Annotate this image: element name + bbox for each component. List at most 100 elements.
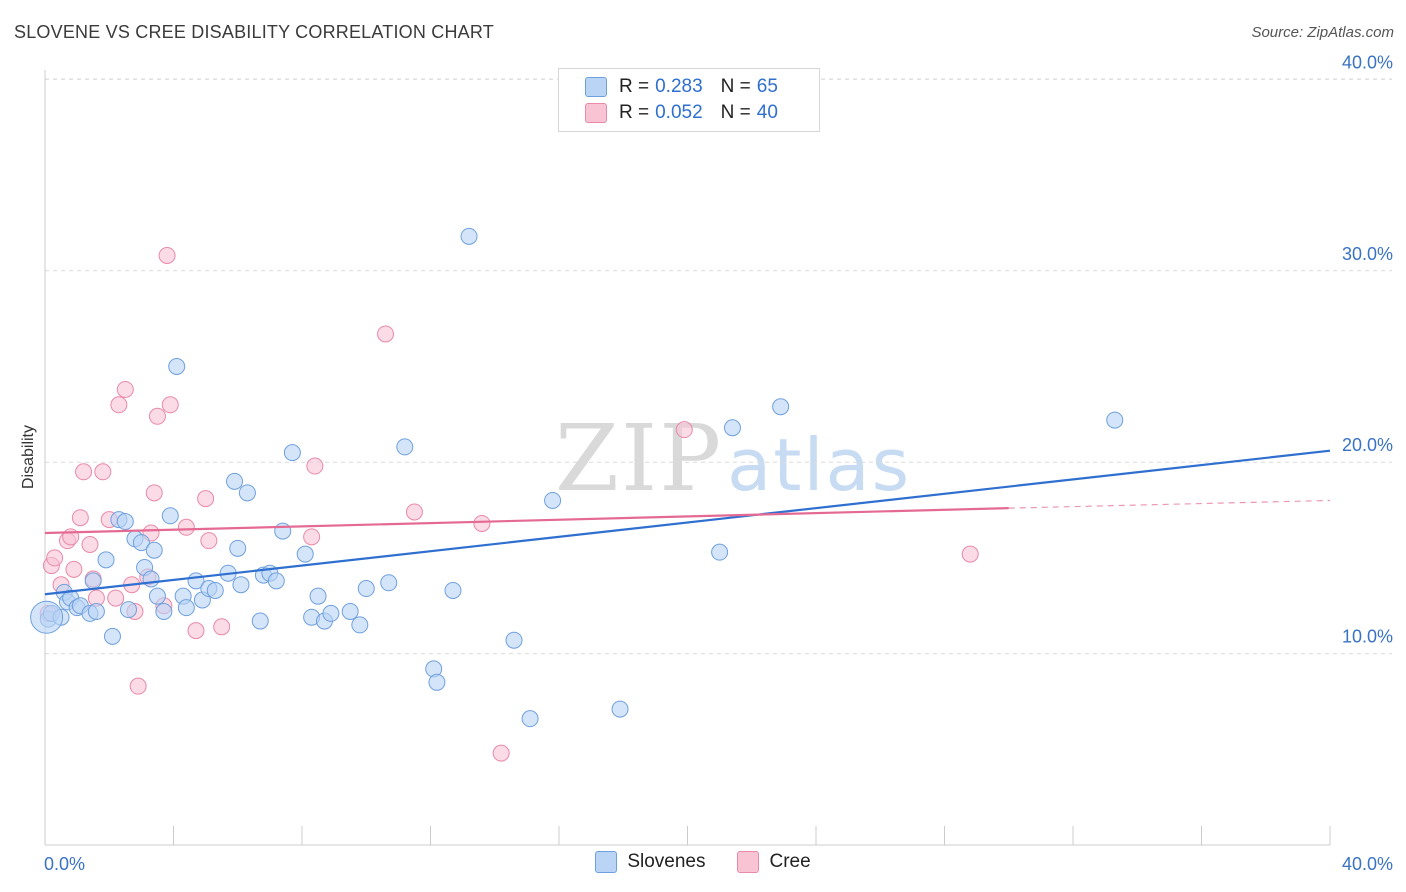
watermark-atlas: atlas — [727, 423, 912, 507]
cree-point — [129, 677, 147, 695]
watermark: ZIPatlas — [555, 405, 911, 512]
slovenes-point — [103, 627, 121, 645]
series-legend: Slovenes Cree — [0, 851, 1406, 873]
cree-point — [116, 380, 134, 398]
slovenes-point — [232, 576, 250, 594]
label-layer: 10.0% 20.0% 30.0% 40.0% 0.0% 40.0% Disability — [20, 52, 1393, 874]
cree-point — [75, 463, 93, 481]
slovenes-point — [274, 522, 292, 540]
slovenes-point — [116, 513, 134, 531]
cree-point — [145, 484, 163, 502]
slovenes-points — [30, 227, 1124, 728]
y-tick-label: 30.0% — [1342, 244, 1393, 264]
cree-legend-swatch — [737, 851, 760, 873]
slovenes-point — [251, 612, 269, 630]
slovenes-point — [168, 358, 186, 375]
y-tick-label: 10.0% — [1342, 627, 1393, 647]
axis-layer — [44, 70, 1331, 846]
cree-point — [377, 325, 395, 343]
slovenes-point — [521, 710, 539, 728]
slovenes-point — [30, 600, 64, 634]
cree-point — [46, 549, 64, 567]
legend-r-value: 0.052 — [655, 102, 703, 123]
cree-point — [492, 744, 510, 762]
cree-point — [405, 503, 423, 521]
legend-r-label: R = — [619, 76, 650, 97]
slovenes-point — [428, 673, 446, 691]
slovenes-point — [206, 581, 224, 599]
slovenes-point — [120, 601, 138, 619]
slovenes-point — [97, 551, 115, 569]
slovenes-point — [309, 587, 327, 605]
cree-point — [197, 490, 215, 508]
cree-point — [200, 532, 218, 550]
slovenes-point — [357, 580, 375, 598]
cree-point — [110, 396, 128, 414]
slovenes-point — [396, 438, 414, 456]
slovenes-point — [229, 539, 247, 557]
cree-point — [71, 509, 89, 527]
legend-n-value: 65 — [756, 76, 778, 97]
cree-trend-line — [44, 507, 1009, 535]
cree-point — [303, 528, 321, 546]
slovenes-point — [711, 543, 729, 561]
slovenes-legend-swatch — [595, 851, 618, 873]
cree-point — [675, 421, 693, 439]
cree-point — [94, 463, 112, 481]
cree-point — [107, 589, 125, 607]
cree-point — [177, 518, 195, 536]
legend-item-slovenes[interactable]: Slovenes — [595, 851, 705, 873]
cree-point — [187, 622, 205, 640]
slovenes-point — [148, 587, 166, 605]
chart-title: SLOVENE VS CREE DISABILITY CORRELATION C… — [14, 22, 494, 42]
trend-layer — [44, 449, 1331, 596]
slovenes-point — [84, 572, 102, 590]
slovenes-point — [142, 570, 160, 588]
correlation-legend: R = 0.283 N = 65 R = 0.052 N = 40 — [558, 68, 820, 132]
legend-item-cree[interactable]: Cree — [737, 851, 811, 873]
slovenes-point — [132, 534, 150, 552]
cree-point — [473, 514, 491, 532]
cree-point — [158, 246, 176, 264]
watermark-zip: ZIP — [555, 405, 724, 512]
cree-point — [65, 560, 83, 578]
cree-point — [161, 396, 179, 414]
slovenes-point — [380, 574, 398, 592]
slovenes-point — [226, 472, 244, 490]
cree-point — [961, 545, 979, 563]
cree-legend-label: Cree — [769, 851, 811, 872]
y-tick-label: 40.0% — [1342, 52, 1393, 72]
cree-swatch — [585, 103, 607, 123]
legend-row-cree: R = 0.052 N = 40 — [585, 101, 778, 125]
legend-n-label: N = — [720, 102, 751, 123]
legend-n-value: 40 — [756, 102, 778, 123]
cree-trend-extension — [1008, 499, 1331, 509]
slovenes-point — [611, 700, 629, 718]
slovenes-point — [238, 484, 256, 502]
slovenes-legend-label: Slovenes — [627, 851, 706, 872]
slovenes-point — [772, 398, 790, 416]
legend-n-label: N = — [720, 76, 751, 97]
slovenes-point — [161, 507, 179, 525]
cree-point — [213, 618, 231, 636]
slovenes-point — [351, 616, 369, 634]
slovenes-swatch — [585, 77, 607, 97]
cree-points — [39, 246, 979, 762]
source-label: Source: ZipAtlas.com — [1251, 24, 1394, 41]
slovenes-point — [505, 631, 523, 649]
y-tick-label: 20.0% — [1342, 435, 1393, 455]
cree-point — [306, 457, 324, 475]
slovenes-point — [177, 599, 195, 617]
grid-layer — [45, 78, 1392, 655]
legend-row-slovenes: R = 0.283 N = 65 — [585, 75, 778, 99]
slovenes-point — [283, 444, 301, 462]
slovenes-point — [267, 572, 285, 590]
legend-r-value: 0.283 — [655, 76, 703, 97]
y-axis-label: Disability — [20, 425, 37, 489]
slovenes-point — [145, 541, 163, 559]
cree-point — [148, 407, 166, 425]
slovenes-point — [544, 491, 562, 509]
slovenes-point — [444, 581, 462, 599]
slovenes-point — [341, 602, 359, 620]
